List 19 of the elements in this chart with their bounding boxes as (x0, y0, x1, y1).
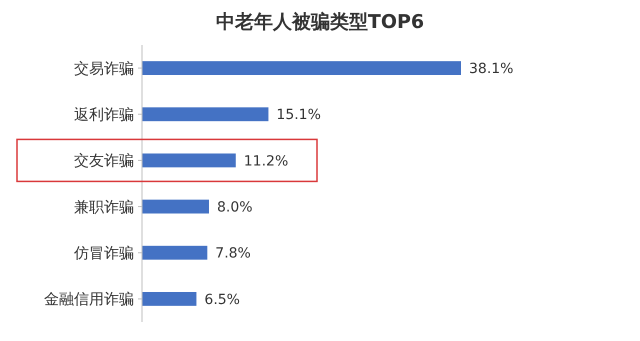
bar (142, 200, 209, 214)
y-tick-label: 金融信用诈骗 (44, 290, 134, 308)
data-label: 15.1% (276, 107, 321, 124)
bar (142, 246, 208, 260)
y-tick-label: 交友诈骗 (74, 152, 134, 170)
data-label: 7.8% (215, 246, 251, 262)
bar (142, 153, 236, 168)
bar (142, 107, 268, 122)
data-label: 6.5% (204, 292, 240, 308)
bar (142, 61, 461, 76)
data-label: 38.1% (469, 60, 514, 77)
y-tick-label: 交易诈骗 (74, 59, 134, 78)
y-tick-label: 仿冒诈骗 (73, 244, 134, 262)
y-tick-label: 返利诈骗 (74, 106, 134, 124)
y-tick-label: 兼职诈骗 (74, 198, 134, 216)
bar (142, 292, 196, 306)
chart-title: 中老年人被骗类型TOP6 (216, 11, 424, 33)
data-label: 11.2% (244, 153, 288, 170)
data-label: 8.0% (216, 199, 253, 216)
